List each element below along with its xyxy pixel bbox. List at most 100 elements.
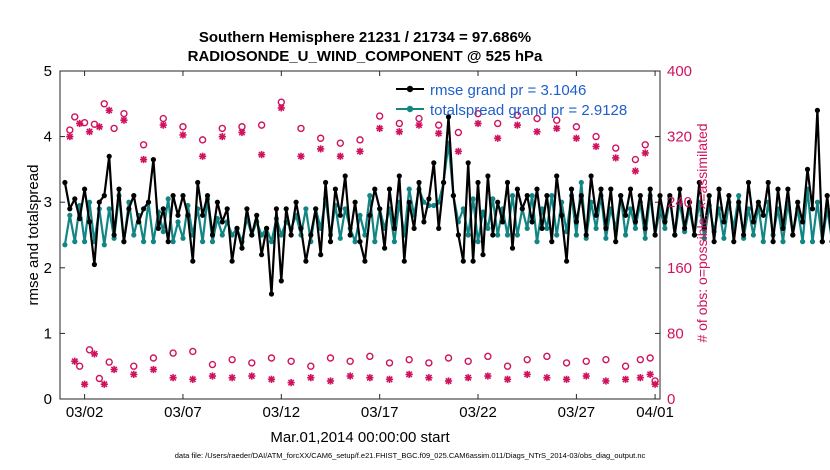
totalspread-point — [67, 212, 73, 218]
rmse-point — [372, 186, 378, 192]
rmse-point — [701, 225, 707, 231]
rmse-point — [804, 166, 811, 172]
rmse-point — [150, 157, 156, 163]
obs-assimilated-marker — [425, 374, 433, 382]
obs-assimilated-marker — [326, 377, 335, 385]
totalspread-point — [200, 239, 206, 245]
y-tick-label-right: 320 — [667, 129, 692, 146]
obs-possible-marker — [356, 136, 364, 144]
rmse-point — [391, 225, 397, 231]
totalspread-point — [495, 232, 501, 238]
x-tick-label: 04/01 — [636, 404, 674, 421]
totalspread-point — [209, 239, 216, 245]
rmse-point — [750, 219, 757, 225]
obs-assimilated-marker — [199, 152, 207, 160]
totalspread-point — [721, 235, 727, 241]
rmse-point — [549, 239, 555, 245]
y-tick-label-right: 80 — [667, 325, 684, 342]
rmse-point — [318, 252, 324, 258]
obs-assimilated-marker — [646, 370, 654, 378]
rmse-point — [662, 219, 668, 225]
rmse-point — [642, 225, 648, 231]
rmse-point — [736, 199, 742, 205]
totalspread-point — [701, 235, 707, 241]
rmse-point — [613, 239, 619, 245]
rmse-point — [682, 225, 688, 231]
obs-possible-marker — [257, 121, 266, 129]
y-tick-label-right: 0 — [667, 391, 675, 408]
totalspread-point — [141, 239, 147, 245]
y-tick-label-left: 3 — [44, 194, 52, 211]
rmse-point — [259, 252, 265, 258]
obs-possible-marker — [503, 362, 512, 370]
rmse-point — [731, 239, 737, 245]
obs-assimilated-marker — [376, 124, 384, 132]
totalspread-point — [62, 242, 68, 248]
rmse-point — [785, 186, 791, 192]
totalspread-point — [337, 235, 343, 241]
totalspread-point — [431, 202, 437, 209]
rmse-point — [716, 186, 722, 192]
totalspread-point — [760, 239, 766, 245]
obs-possible-marker — [582, 357, 590, 365]
rmse-point — [180, 193, 186, 199]
totalspread-point — [480, 209, 486, 215]
rmse-point — [303, 258, 309, 264]
rmse-point — [367, 212, 373, 218]
rmse-point — [603, 225, 609, 231]
totalspread-point — [623, 232, 629, 238]
rmse-point — [96, 199, 102, 205]
obs-possible-marker — [592, 132, 600, 141]
totalspread-point — [662, 225, 668, 231]
rmse-point — [131, 193, 137, 199]
obs-assimilated-marker — [405, 370, 413, 378]
totalspread-point — [131, 232, 137, 238]
totalspread-point — [278, 232, 284, 238]
y-tick-label-left: 4 — [44, 129, 52, 146]
rmse-point — [490, 232, 496, 238]
totalspread-point — [362, 232, 368, 238]
totalspread-point — [219, 232, 225, 238]
x-tick-label: 03/02 — [66, 404, 104, 421]
rmse-point — [234, 225, 240, 231]
obs-possible-marker — [179, 123, 187, 131]
obs-assimilated-marker — [592, 142, 600, 151]
y-tick-label-left: 0 — [44, 391, 52, 408]
totalspread-point — [86, 199, 93, 205]
rmse-point — [534, 186, 540, 192]
obs-possible-marker — [366, 352, 374, 361]
obs-assimilated-marker — [307, 374, 315, 382]
rmse-point — [141, 206, 147, 212]
obs-possible-marker — [543, 352, 551, 361]
obs-possible-marker — [444, 354, 453, 362]
chart-title: Southern Hemisphere 21231 / 21734 = 97.6… — [199, 29, 531, 46]
obs-possible-marker — [248, 359, 256, 367]
totalspread-point — [736, 193, 742, 199]
rmse-point — [755, 199, 762, 205]
rmse-point — [819, 239, 825, 245]
obs-possible-marker — [553, 116, 561, 124]
rmse-point — [598, 186, 604, 192]
x-tick-label: 03/22 — [459, 404, 497, 421]
y-axis-label-right: # of obs: o=possible; ×=assimilated — [694, 123, 710, 342]
obs-possible-marker — [523, 355, 531, 364]
rmse-point — [495, 199, 501, 205]
obs-assimilated-marker — [395, 128, 403, 136]
obs-assimilated-marker — [169, 374, 177, 382]
rmse-point — [539, 225, 545, 231]
obs-possible-marker — [375, 112, 384, 120]
rmse-point — [647, 186, 653, 192]
rmse-point — [273, 206, 279, 212]
rmse-point — [165, 239, 171, 245]
totalspread-point — [342, 206, 348, 212]
totalspread-point — [180, 235, 186, 241]
rmse-point — [741, 232, 747, 238]
rmse-point — [254, 212, 260, 218]
obs-assimilated-marker — [553, 124, 561, 132]
obs-assimilated-marker — [105, 106, 113, 114]
totalspread-point — [175, 219, 181, 225]
obs-assimilated-marker — [494, 134, 502, 142]
totalspread-point — [106, 206, 112, 212]
totalspread-point — [268, 239, 275, 245]
obs-possible-marker — [572, 123, 581, 131]
